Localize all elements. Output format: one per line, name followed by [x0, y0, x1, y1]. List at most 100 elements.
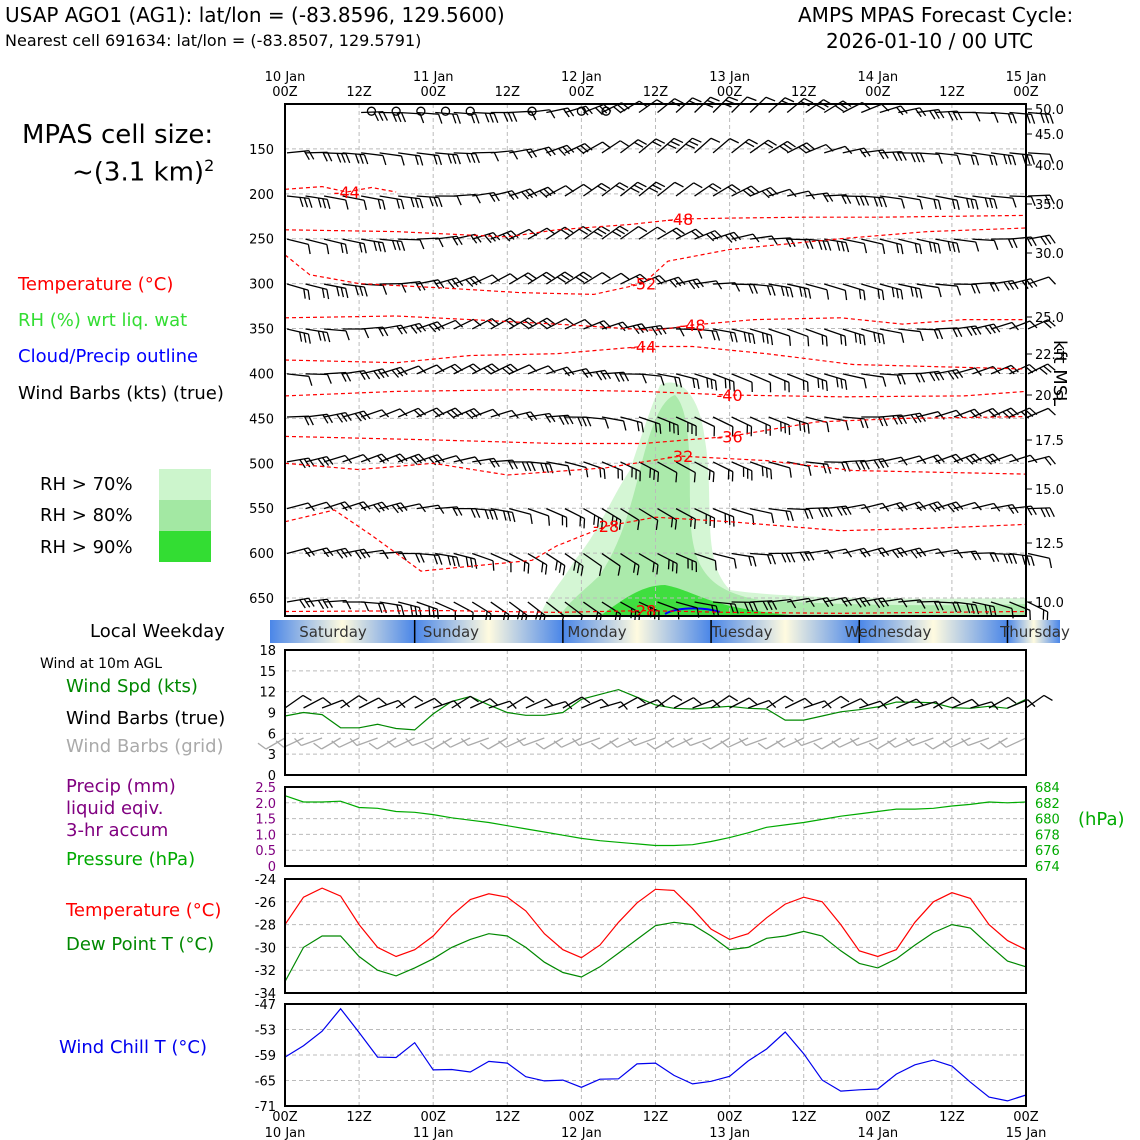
wind-barb [861, 328, 885, 345]
wind-barb [305, 598, 334, 610]
barb-flag [414, 455, 422, 464]
wind-barb [675, 416, 697, 436]
barb-flag [419, 155, 424, 166]
barb-flag [970, 155, 975, 165]
barb-staff [509, 148, 532, 154]
barb-staff [564, 368, 587, 375]
barb-flag [947, 504, 955, 513]
barb-staff [824, 283, 846, 291]
barb-flag [432, 322, 441, 331]
barb-staff [731, 461, 753, 472]
wind-barb [546, 366, 575, 377]
barb-flag [438, 197, 443, 208]
pressure-panel-bg [285, 787, 1026, 866]
barb-staff [543, 737, 564, 750]
wind-barb [731, 283, 758, 294]
wind-barb [768, 552, 796, 563]
barb-staff [768, 507, 791, 513]
barb-flag [472, 363, 482, 371]
wind-barb [1027, 152, 1055, 164]
cell-size-title: MPAS cell size: [22, 120, 214, 150]
wind-barb [416, 504, 445, 514]
barb-staff [750, 600, 773, 603]
barb-flag [399, 408, 408, 417]
wind-barb [805, 461, 832, 474]
barb-staff [935, 368, 958, 375]
wind-barb [601, 140, 629, 154]
barb-flag [914, 502, 923, 512]
barb-flag [910, 549, 918, 559]
wind-barb [620, 273, 649, 285]
barb-staff [453, 275, 475, 285]
barb-staff [710, 695, 730, 709]
barb-staff [398, 281, 421, 285]
barb-flag [437, 504, 445, 514]
wind-barb [564, 416, 592, 427]
barb-staff [638, 416, 661, 425]
wind-barb [527, 552, 548, 575]
barb-flag [622, 420, 627, 431]
barb-flag [632, 562, 636, 573]
barb-staff [694, 373, 716, 382]
barb-staff [416, 279, 439, 285]
wind-barb [638, 373, 665, 386]
barb-staff [990, 453, 1012, 463]
barb-flag [868, 742, 878, 750]
barb-flag [313, 742, 322, 750]
barb-flag [659, 423, 662, 434]
wind-barb [675, 228, 704, 240]
barb-flag [771, 600, 778, 610]
wind-barb [842, 238, 868, 254]
barb-flag [558, 147, 566, 156]
pressure-ytick: 680 [1035, 813, 1060, 828]
barb-staff [935, 110, 958, 114]
barb-flag [456, 114, 461, 124]
barb-staff [305, 373, 328, 376]
barb-flag [1044, 507, 1051, 518]
barb-staff [509, 411, 531, 418]
weekday-label-wednesday: Wednesday [845, 623, 932, 641]
legend-rh90-swatch [159, 531, 211, 562]
barb-flag [317, 197, 322, 208]
barb-flag [510, 363, 519, 372]
barb-staff [634, 737, 656, 747]
wind-barb [675, 552, 698, 573]
barb-flag [947, 111, 954, 121]
wind-barb [861, 195, 888, 208]
wind-barb [286, 283, 311, 300]
barb-flag [556, 276, 566, 283]
barb-staff [616, 737, 638, 748]
barb-staff [601, 552, 621, 567]
grid-wind-barb [386, 737, 415, 748]
wind-barb [398, 552, 425, 563]
barb-flag [446, 411, 455, 419]
barb-flag [878, 459, 885, 469]
weekday-title: Local Weekday [90, 621, 225, 642]
barb-flag [734, 332, 738, 343]
wind-barb [638, 552, 659, 575]
wind-barb [398, 152, 424, 166]
barb-flag [474, 558, 478, 569]
barb-flag [479, 742, 489, 750]
wind-barb [694, 508, 716, 528]
barb-flag [1047, 407, 1056, 416]
barb-staff [527, 186, 549, 197]
barb-flag [746, 424, 749, 435]
wind-barb [990, 111, 1017, 124]
barb-staff [342, 501, 364, 510]
wind-barb [731, 461, 753, 481]
barb-staff [842, 459, 865, 463]
barb-flag [308, 457, 315, 467]
barb-flag [615, 184, 625, 191]
wind-title: Wind at 10m AGL [40, 656, 163, 672]
wind-barb [768, 328, 792, 346]
barb-flag [576, 146, 585, 155]
barb-staff [324, 599, 347, 603]
barb-flag [896, 415, 903, 425]
barb-flag [322, 152, 328, 162]
barb-flag [806, 142, 815, 150]
wind-barb [1027, 319, 1056, 330]
barb-staff [694, 416, 715, 428]
barb-flag [891, 287, 895, 298]
